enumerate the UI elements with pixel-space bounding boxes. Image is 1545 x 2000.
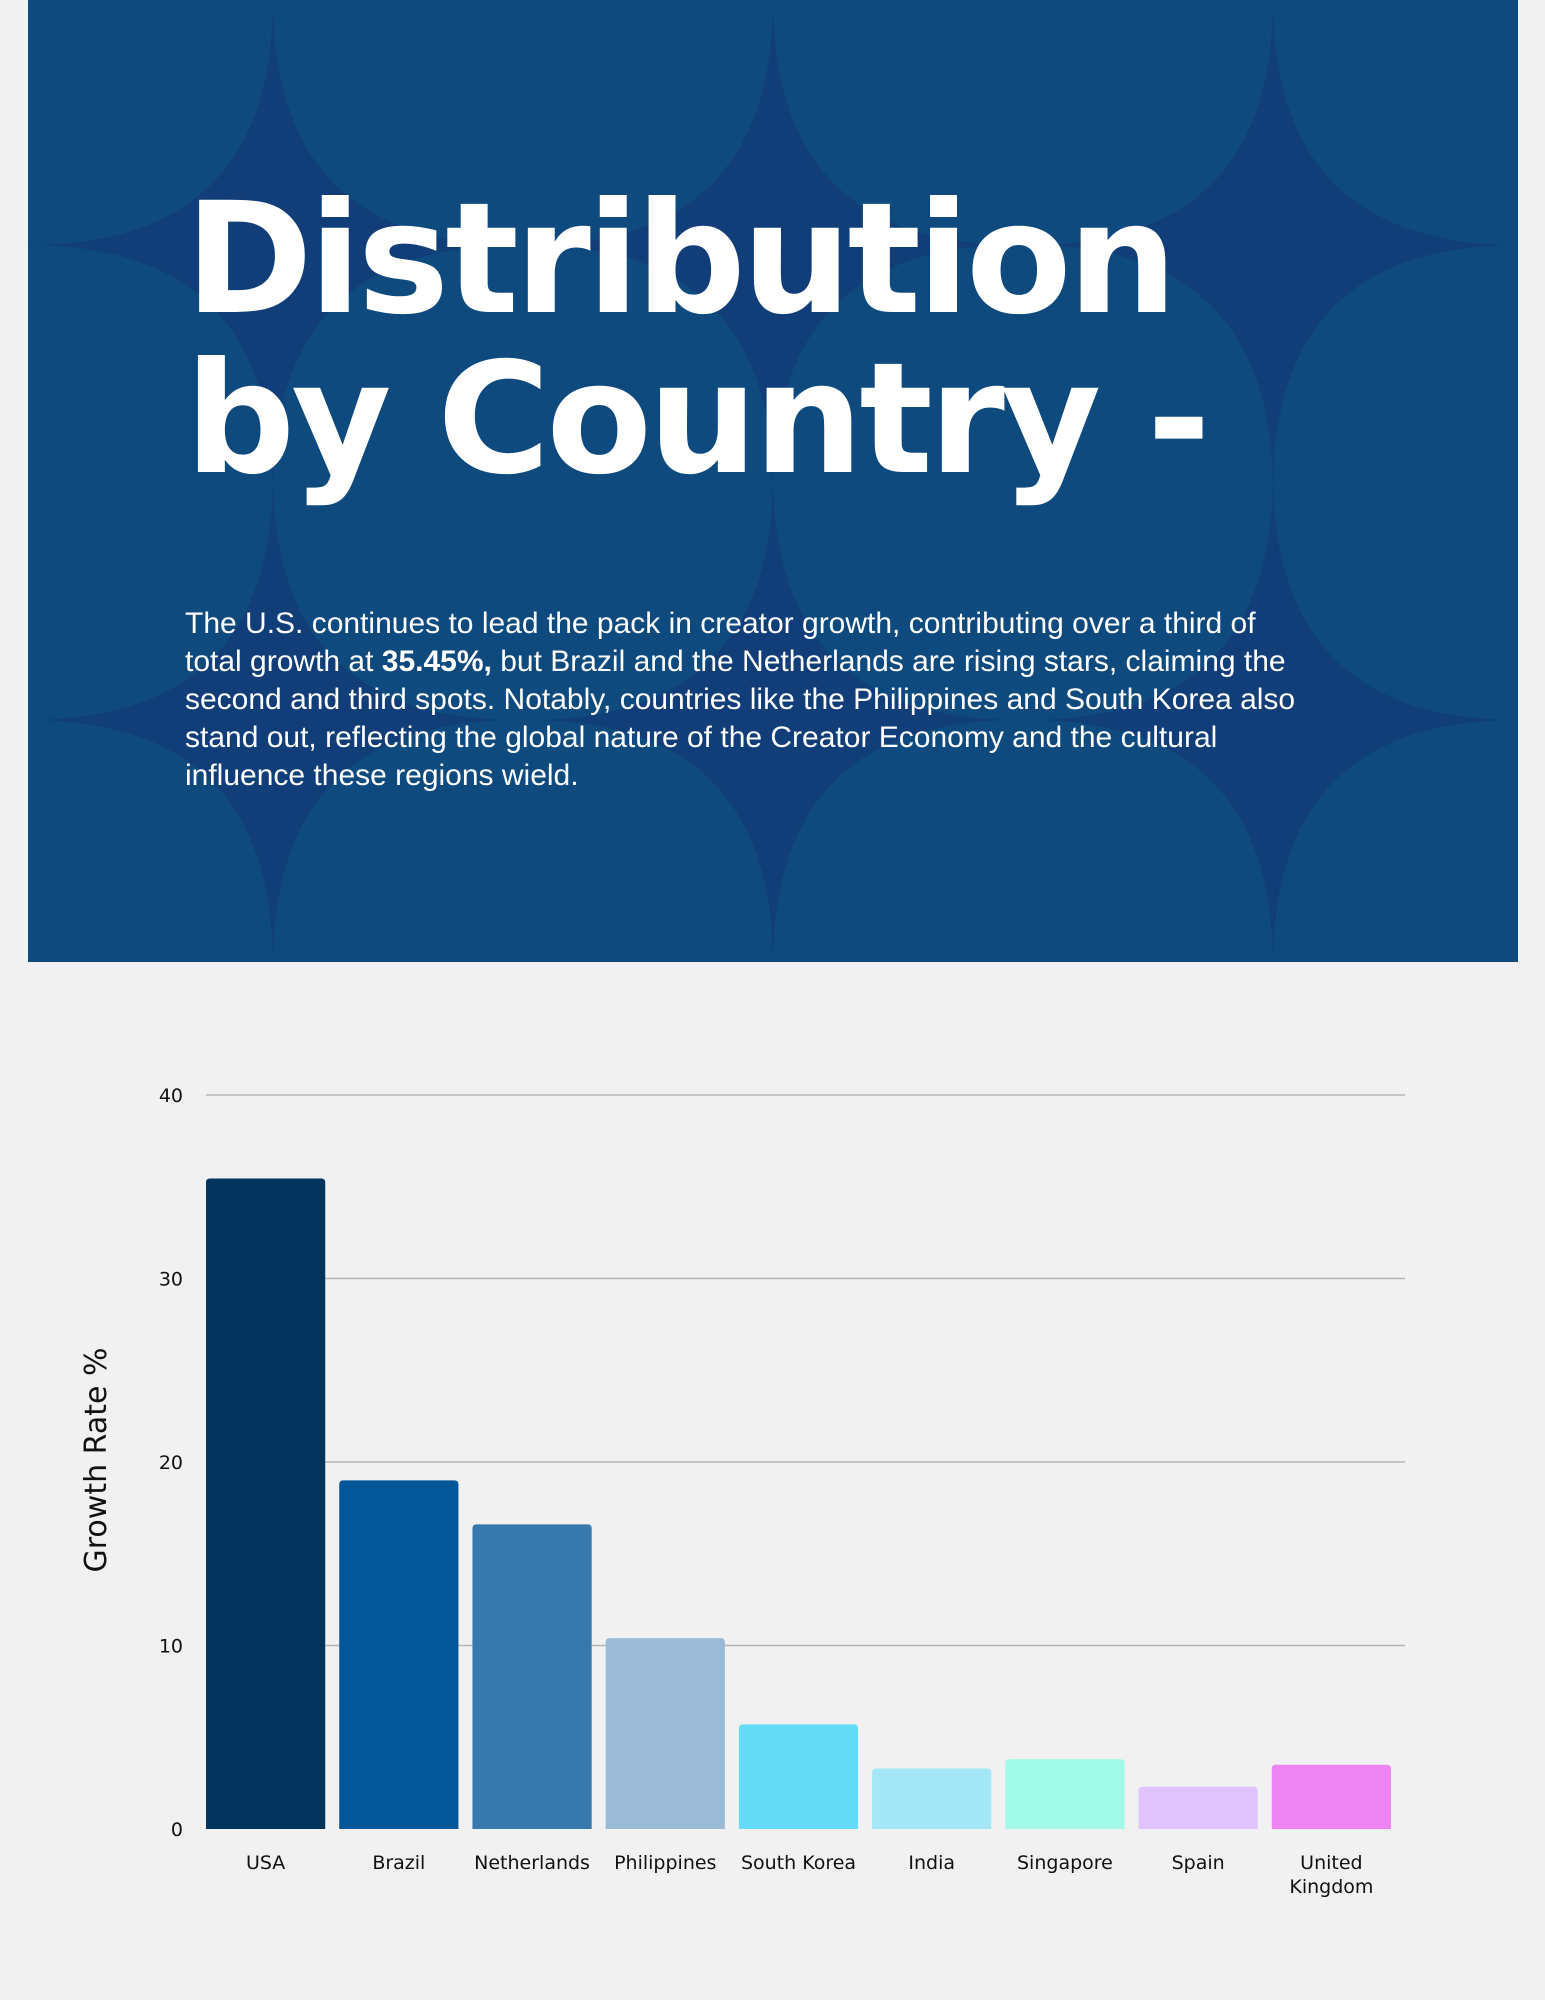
- bar-brazil: [339, 1480, 459, 1829]
- bar-usa: [206, 1178, 326, 1829]
- x-tick-label: Spain: [1172, 1852, 1225, 1874]
- intro-highlight: 35.45%,: [381, 645, 492, 678]
- x-axis-labels: USA Brazil Netherlands Philippines South Kor…: [246, 1852, 1373, 1898]
- bar-india: [872, 1768, 992, 1829]
- bar-south-korea: [738, 1724, 859, 1829]
- intro-paragraph: The U.S. continues to lead the pack in c…: [185, 605, 1315, 795]
- y-axis-ticks: 0 10 20 30 40: [159, 1085, 183, 1841]
- y-axis-label: Growth Rate %: [79, 1348, 114, 1573]
- intro-text-start: The U.S. continues to lead the pack in c…: [185, 607, 1256, 678]
- bar-singapore: [1005, 1759, 1125, 1829]
- bar-united-kingdom: [1271, 1764, 1391, 1829]
- x-tick-label: Singapore: [1017, 1852, 1113, 1874]
- page-title: Distribution by Country -: [185, 170, 1211, 509]
- bars: [206, 1178, 1391, 1829]
- y-tick-label: 0: [171, 1819, 183, 1841]
- x-tick-label: Brazil: [372, 1852, 425, 1874]
- x-tick-label: United Kingdom: [1289, 1852, 1373, 1898]
- bar-netherlands: [472, 1524, 592, 1829]
- bar-spain: [1138, 1786, 1258, 1829]
- x-tick-label: South Korea: [741, 1852, 856, 1874]
- bar-chart: 0 10 20 30 40 USA Brazil Netherlands Philippine…: [79, 1085, 1405, 1898]
- x-tick-label: Netherlands: [474, 1852, 590, 1874]
- title-line-2: by Country -: [185, 330, 1211, 509]
- x-tick-label: Philippines: [614, 1852, 716, 1874]
- y-tick-label: 10: [159, 1636, 183, 1658]
- x-tick-label: USA: [246, 1852, 285, 1874]
- title-line-1: Distribution: [185, 170, 1177, 349]
- hero-banner: Distribution by Country - The U.S. conti…: [28, 0, 1518, 962]
- y-tick-label: 40: [159, 1085, 183, 1107]
- y-tick-label: 20: [159, 1452, 183, 1474]
- bar-philippines: [605, 1638, 725, 1829]
- intro-text-end: but Brazil and the Netherlands are risin…: [185, 645, 1296, 792]
- x-tick-label: India: [908, 1852, 955, 1874]
- y-tick-label: 30: [159, 1269, 183, 1291]
